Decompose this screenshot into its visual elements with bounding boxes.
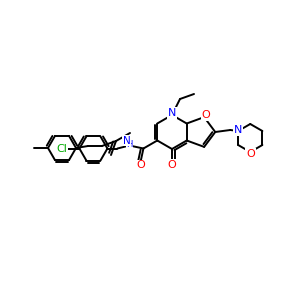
- Text: O: O: [202, 110, 211, 120]
- Text: O: O: [136, 160, 145, 170]
- Text: N: N: [234, 125, 242, 135]
- Text: O: O: [246, 149, 255, 159]
- Text: N: N: [168, 108, 176, 118]
- Text: Cl: Cl: [56, 143, 67, 154]
- Text: H: H: [126, 140, 133, 149]
- Text: N: N: [122, 136, 130, 146]
- Text: O: O: [168, 160, 176, 170]
